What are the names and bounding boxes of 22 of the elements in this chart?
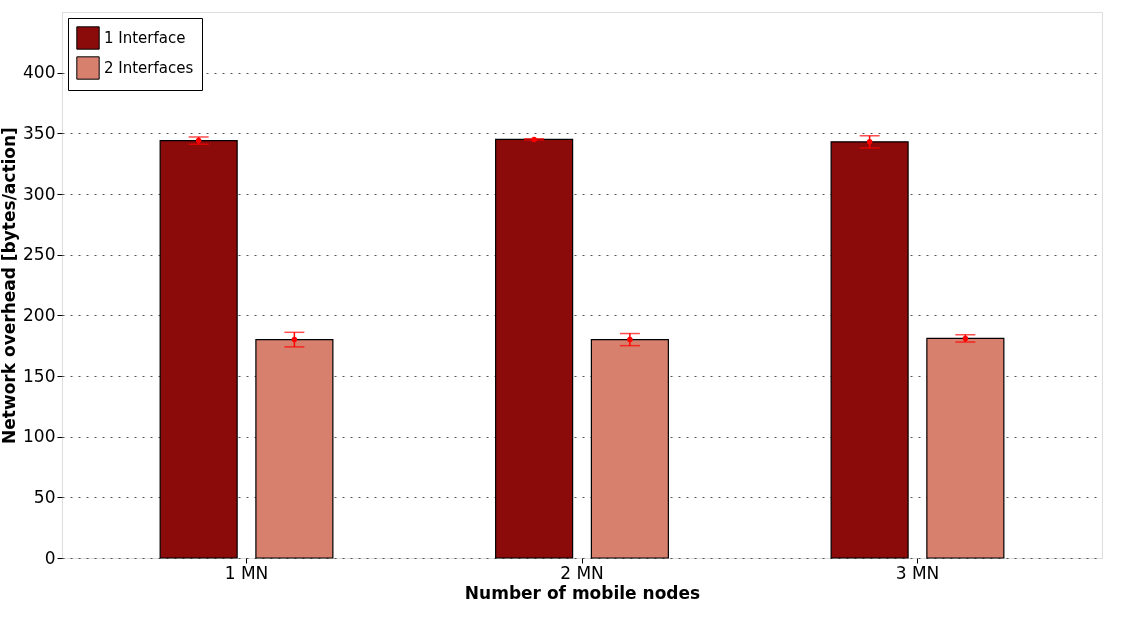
x-axis-title: Number of mobile nodes [464, 582, 701, 603]
y-tick-label: 250 [23, 244, 56, 265]
legend-label: 2 Interfaces [104, 59, 194, 77]
x-tick-label: 3 MN [895, 562, 940, 583]
bar [255, 339, 334, 559]
bar [830, 141, 909, 559]
y-tick-label: 350 [23, 122, 56, 143]
y-tick-label: 200 [23, 304, 56, 325]
bar [590, 339, 669, 559]
y-tick-label: 150 [23, 365, 56, 386]
x-tick-label: 2 MN [560, 562, 604, 583]
legend-label: 1 Interface [104, 29, 186, 47]
bar [495, 138, 574, 559]
y-tick-label: 50 [33, 486, 56, 507]
y-tick-label: 300 [23, 183, 56, 204]
y-tick-label: 400 [23, 62, 56, 83]
bar [159, 140, 238, 559]
x-tick-label: 1 MN [224, 562, 269, 583]
bar [926, 337, 1005, 559]
y-axis-title: Network overhead [bytes/action] [0, 127, 20, 444]
y-tick-label: 100 [23, 426, 56, 447]
y-tick-label: 0 [44, 547, 56, 568]
